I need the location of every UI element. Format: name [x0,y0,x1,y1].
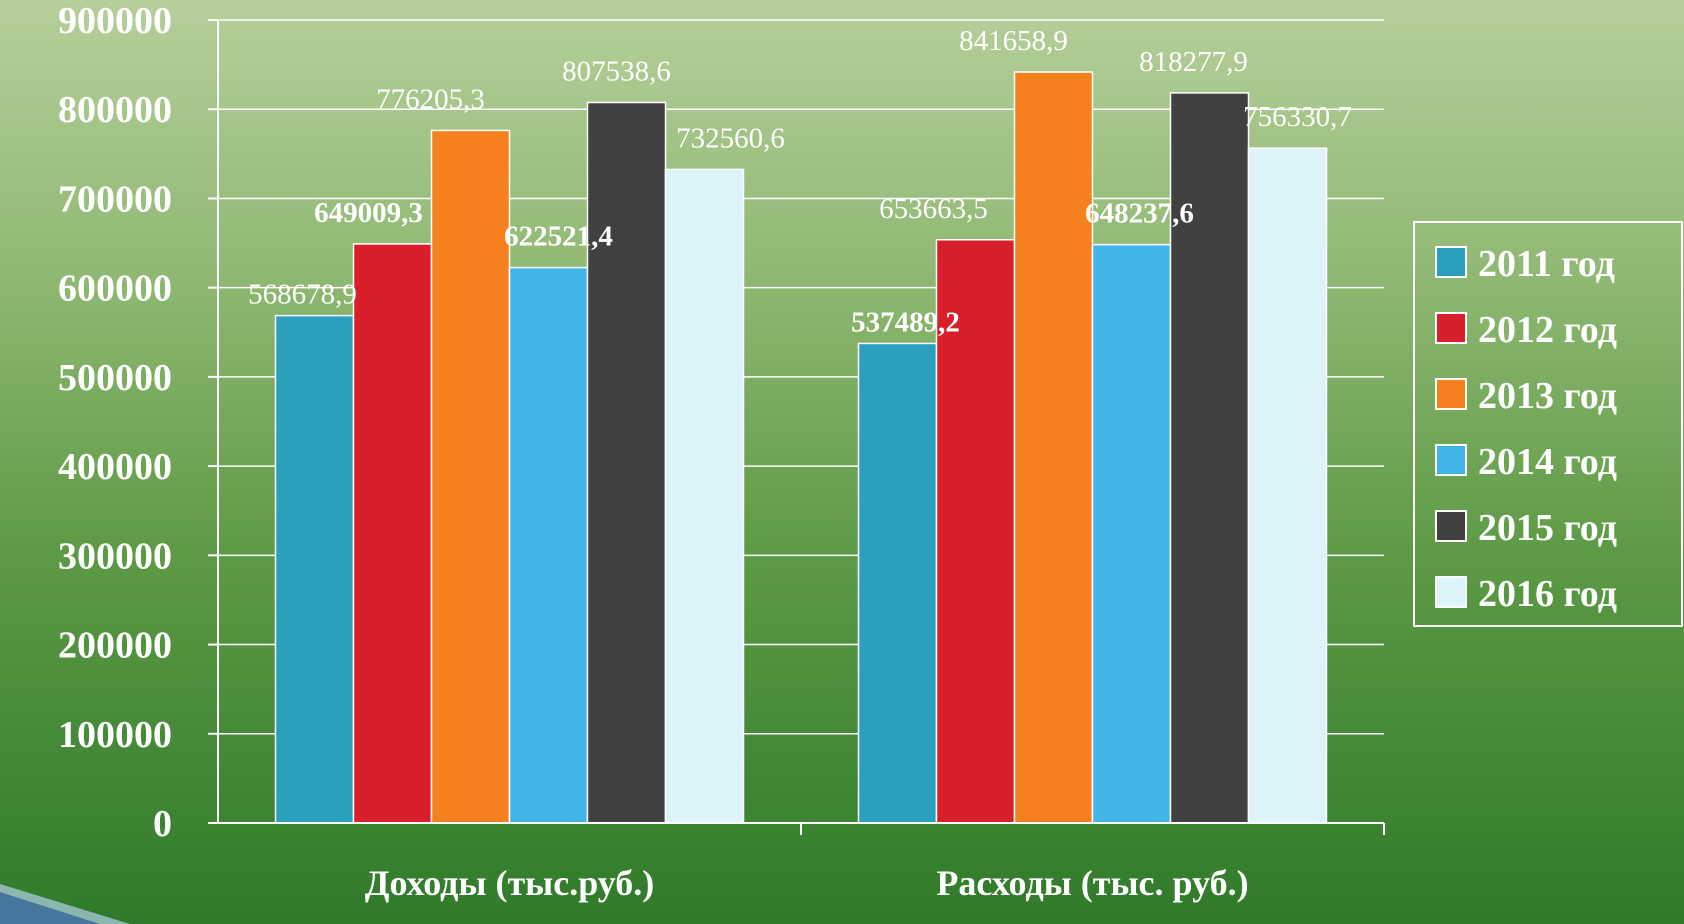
legend-swatch [1436,577,1466,607]
legend-swatch [1436,247,1466,277]
bar-2016-dohody [666,169,744,823]
y-tick-label: 0 [153,803,172,845]
data-label: 756330,7 [1243,101,1352,133]
data-label: 537489,2 [851,306,960,338]
corner-swoosh-decoration [0,884,150,924]
y-tick-label: 400000 [58,446,172,488]
y-tick-label: 600000 [58,268,172,310]
legend-swatch [1436,445,1466,475]
y-tick-label: 700000 [58,178,172,220]
legend-label: 2012 год [1478,309,1617,351]
y-tick-label: 900000 [58,0,172,42]
legend-label: 2014 год [1478,441,1617,483]
data-label: 568678,9 [248,279,357,311]
bar-2014-rashody [1093,245,1171,823]
data-label: 841658,9 [959,25,1068,57]
bar-2011-rashody [859,343,937,823]
legend-swatch [1436,379,1466,409]
category-labels: Доходы (тыс.руб.) Расходы (тыс. руб.) [365,863,1249,903]
category-label: Доходы (тыс.руб.) [365,863,655,903]
data-label: 818277,9 [1139,46,1248,78]
legend-label: 2013 год [1478,375,1617,417]
category-label: Расходы (тыс. руб.) [936,863,1248,903]
data-label: 732560,6 [676,122,785,154]
y-tick-label: 500000 [58,357,172,399]
legend-swatch [1436,511,1466,541]
bar-2013-dohody [432,130,510,823]
legend: 2011 год 2012 год 2013 год 2014 год 2015 год… [1414,222,1682,626]
y-tick-label: 200000 [58,625,172,667]
y-tick-label: 100000 [58,714,172,756]
y-tick-labels: 0 100000 200000 300000 400000 500000 600000 700… [58,0,172,845]
legend-label: 2015 год [1478,507,1617,549]
legend-swatch [1436,313,1466,343]
bar-2011-dohody [276,316,354,823]
bar-2015-dohody [588,102,666,823]
bar-2016-rashody [1249,148,1327,823]
bar-2014-dohody [510,268,588,823]
data-label: 776205,3 [376,83,485,115]
data-label: 649009,3 [314,197,423,229]
bars [276,72,1327,823]
legend-label: 2011 год [1478,243,1615,285]
y-tick-label: 300000 [58,535,172,577]
bar-2012-dohody [354,244,432,823]
data-label: 622521,4 [504,221,613,253]
data-label: 807538,6 [562,55,671,87]
legend-label: 2016 год [1478,573,1617,615]
y-tick-label: 800000 [58,89,172,131]
data-label: 653663,5 [879,193,988,225]
data-label: 648237,6 [1085,198,1194,230]
bar-2013-rashody [1015,72,1093,823]
